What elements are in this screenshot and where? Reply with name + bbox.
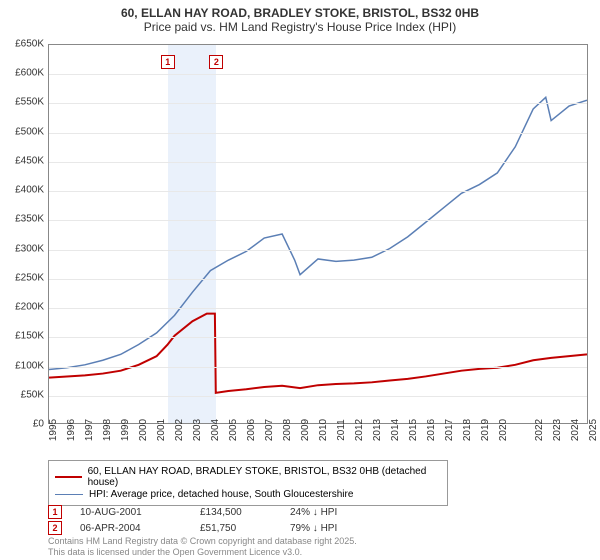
legend-swatch bbox=[55, 476, 82, 478]
x-tick-label: 1997 bbox=[84, 419, 95, 441]
footer-line1: Contains HM Land Registry data © Crown c… bbox=[48, 536, 357, 547]
x-tick-label: 2017 bbox=[444, 419, 455, 441]
y-tick-label: £500K bbox=[15, 126, 44, 137]
x-tick-label: 2004 bbox=[210, 419, 221, 441]
marker-table-date: 10-AUG-2001 bbox=[80, 507, 200, 518]
y-tick-label: £350K bbox=[15, 214, 44, 225]
marker-table-date: 06-APR-2004 bbox=[80, 523, 200, 534]
marker-table-row: 2 06-APR-2004£51,75079% ↓ HPI bbox=[48, 520, 380, 536]
gridline-horizontal bbox=[49, 308, 587, 309]
x-tick-label: 2023 bbox=[552, 419, 563, 441]
legend-swatch bbox=[55, 494, 83, 495]
y-tick-label: £50K bbox=[21, 389, 44, 400]
x-tick-label: 2006 bbox=[246, 419, 257, 441]
footer-line2: This data is licensed under the Open Gov… bbox=[48, 547, 357, 558]
gridline-horizontal bbox=[49, 279, 587, 280]
x-tick-label: 2024 bbox=[570, 419, 581, 441]
y-tick-label: £400K bbox=[15, 185, 44, 196]
x-tick-label: 2010 bbox=[318, 419, 329, 441]
y-tick-label: £100K bbox=[15, 360, 44, 371]
gridline-horizontal bbox=[49, 74, 587, 75]
x-tick-label: 1998 bbox=[102, 419, 113, 441]
gridline-horizontal bbox=[49, 337, 587, 338]
x-tick-label: 2009 bbox=[300, 419, 311, 441]
x-tick-label: 2018 bbox=[462, 419, 473, 441]
gridline-horizontal bbox=[49, 133, 587, 134]
x-tick-label: 2022 bbox=[534, 419, 545, 441]
x-tick-label: 2000 bbox=[138, 419, 149, 441]
x-tick-label: 2025 bbox=[588, 419, 599, 441]
marker-table-price: £134,500 bbox=[200, 507, 290, 518]
x-tick-label: 1996 bbox=[66, 419, 77, 441]
y-tick-label: £300K bbox=[15, 243, 44, 254]
chart-marker-1: 1 bbox=[161, 55, 175, 69]
x-tick-label: 1995 bbox=[48, 419, 59, 441]
x-tick-label: 2008 bbox=[282, 419, 293, 441]
gridline-horizontal bbox=[49, 162, 587, 163]
x-tick-label: 2001 bbox=[156, 419, 167, 441]
y-tick-label: £250K bbox=[15, 272, 44, 283]
marker-table: 1 10-AUG-2001£134,50024% ↓ HPI 2 06-APR-200… bbox=[48, 504, 380, 536]
y-tick-label: £550K bbox=[15, 97, 44, 108]
y-tick-label: £450K bbox=[15, 155, 44, 166]
x-tick-label: 2011 bbox=[336, 419, 347, 441]
x-tick-label: 2013 bbox=[372, 419, 383, 441]
x-tick-label: 1999 bbox=[120, 419, 131, 441]
y-tick-label: £0 bbox=[33, 419, 44, 430]
footer-attribution: Contains HM Land Registry data © Crown c… bbox=[48, 536, 357, 558]
x-tick-label: 2014 bbox=[390, 419, 401, 441]
x-tick-label: 2015 bbox=[408, 419, 419, 441]
series-line-hpi bbox=[49, 97, 587, 369]
x-tick-label: 2002 bbox=[174, 419, 185, 441]
y-tick-label: £600K bbox=[15, 68, 44, 79]
marker-table-delta: 79% ↓ HPI bbox=[290, 523, 380, 534]
chart-marker-2: 2 bbox=[209, 55, 223, 69]
marker-table-id: 2 bbox=[48, 521, 62, 535]
y-tick-label: £200K bbox=[15, 302, 44, 313]
x-tick-label: 2003 bbox=[192, 419, 203, 441]
legend-item: 60, ELLAN HAY ROAD, BRADLEY STOKE, BRIST… bbox=[55, 466, 441, 488]
legend-label: 60, ELLAN HAY ROAD, BRADLEY STOKE, BRIST… bbox=[88, 466, 441, 488]
gridline-horizontal bbox=[49, 220, 587, 221]
marker-table-price: £51,750 bbox=[200, 523, 290, 534]
y-tick-label: £150K bbox=[15, 331, 44, 342]
gridline-horizontal bbox=[49, 250, 587, 251]
gridline-horizontal bbox=[49, 396, 587, 397]
x-tick-label: 2005 bbox=[228, 419, 239, 441]
y-axis: £0£50K£100K£150K£200K£250K£300K£350K£400… bbox=[0, 44, 46, 424]
x-tick-label: 2007 bbox=[264, 419, 275, 441]
legend-label: HPI: Average price, detached house, Sout… bbox=[89, 489, 353, 500]
gridline-horizontal bbox=[49, 191, 587, 192]
marker-table-id: 1 bbox=[48, 505, 62, 519]
title-line1: 60, ELLAN HAY ROAD, BRADLEY STOKE, BRIST… bbox=[0, 6, 600, 20]
x-tick-label: 2020 bbox=[498, 419, 509, 441]
series-line-price_paid bbox=[49, 314, 587, 393]
gridline-horizontal bbox=[49, 103, 587, 104]
x-tick-label: 2016 bbox=[426, 419, 437, 441]
marker-table-row: 1 10-AUG-2001£134,50024% ↓ HPI bbox=[48, 504, 380, 520]
gridline-horizontal bbox=[49, 367, 587, 368]
legend-item: HPI: Average price, detached house, Sout… bbox=[55, 489, 441, 500]
chart-container: 60, ELLAN HAY ROAD, BRADLEY STOKE, BRIST… bbox=[0, 0, 600, 560]
x-tick-label: 2012 bbox=[354, 419, 365, 441]
legend-box: 60, ELLAN HAY ROAD, BRADLEY STOKE, BRIST… bbox=[48, 460, 448, 506]
title-block: 60, ELLAN HAY ROAD, BRADLEY STOKE, BRIST… bbox=[0, 0, 600, 36]
y-tick-label: £650K bbox=[15, 39, 44, 50]
x-tick-label: 2019 bbox=[480, 419, 491, 441]
marker-table-delta: 24% ↓ HPI bbox=[290, 507, 380, 518]
title-line2: Price paid vs. HM Land Registry's House … bbox=[0, 20, 600, 34]
chart-plot-area: 12 bbox=[48, 44, 588, 424]
